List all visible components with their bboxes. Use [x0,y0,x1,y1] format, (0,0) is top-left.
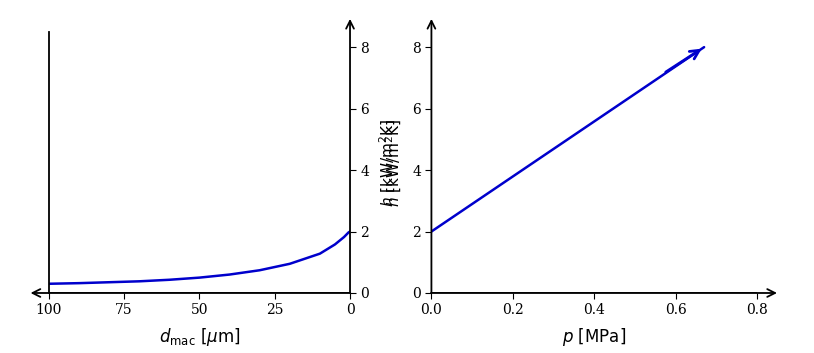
X-axis label: $d_{\mathrm{mac}}\ [\mu\mathrm{m}]$: $d_{\mathrm{mac}}\ [\mu\mathrm{m}]$ [159,326,240,348]
X-axis label: $p\ [\mathrm{MPa}]$: $p\ [\mathrm{MPa}]$ [562,326,626,348]
Y-axis label: $h\ [\mathrm{kW/m^2K}]$: $h\ [\mathrm{kW/m^2K}]$ [383,118,404,207]
Y-axis label: $h\ [\mathrm{kW/m^2K}]$: $h\ [\mathrm{kW/m^2K}]$ [378,118,398,207]
